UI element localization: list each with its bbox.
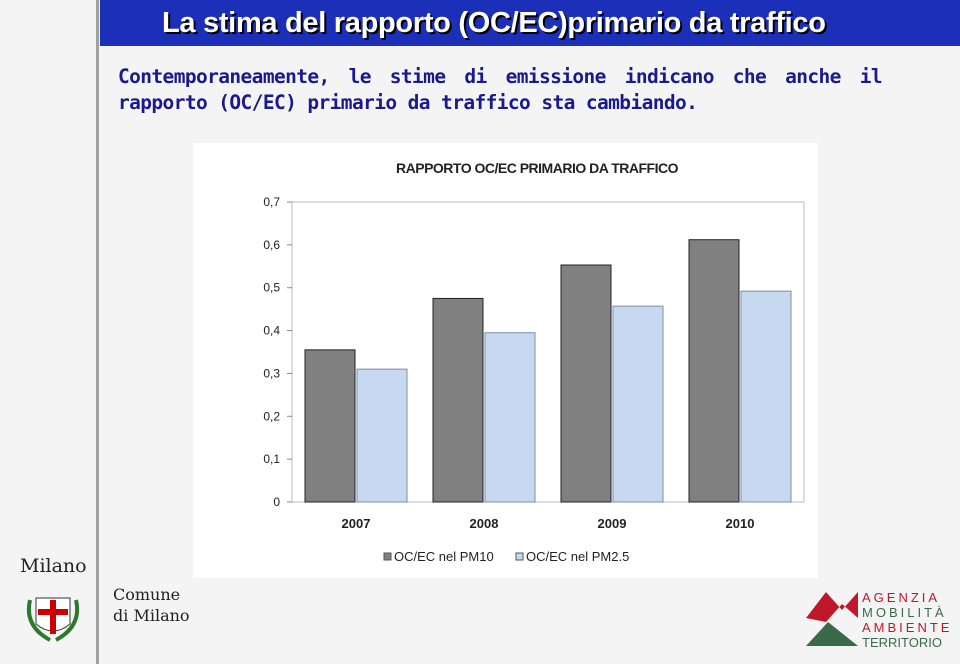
y-tick-label: 0,2 [263, 409, 280, 423]
bar [688, 239, 740, 503]
y-tick-label: 0,6 [263, 238, 280, 252]
bar [484, 332, 536, 503]
agency-logo [806, 592, 858, 646]
bar [612, 305, 664, 503]
logo-city: Milano [20, 555, 87, 577]
agency-name: AMBIENTE [862, 620, 952, 635]
x-tick-label: 2007 [342, 516, 371, 531]
bar [304, 349, 356, 503]
x-tick-label: 2010 [726, 516, 755, 531]
legend-swatch [515, 552, 524, 561]
y-tick-label: 0,5 [263, 281, 280, 295]
legend-swatch [383, 552, 392, 561]
crest [27, 597, 79, 642]
chart-title: RAPPORTO OC/EC PRIMARIO DA TRAFFICO [396, 160, 679, 176]
y-tick-label: 0,3 [263, 366, 280, 380]
body-text: Contemporaneamente, le stime di emission… [118, 65, 883, 114]
plot-area [291, 201, 805, 503]
legend-label: OC/EC nel PM2.5 [526, 549, 629, 564]
logo-comune: Comune [113, 585, 180, 604]
slide-title: La stima del rapporto (OC/EC)primario da… [100, 0, 960, 46]
side-strip [96, 0, 99, 664]
y-tick-label: 0 [273, 495, 280, 509]
agency-name: AGENZIA [862, 590, 940, 605]
bar [356, 368, 408, 503]
x-tick-label: 2009 [598, 516, 627, 531]
y-tick-label: 0,1 [263, 452, 280, 466]
bar [740, 290, 792, 503]
y-tick-label: 0,7 [263, 195, 280, 209]
bar [432, 297, 484, 503]
agency-name: TERRITORIO [862, 635, 942, 650]
bar [560, 264, 612, 503]
agency-name: MOBILITÀ [862, 605, 947, 620]
logo-comune: di Milano [113, 606, 190, 625]
x-tick-label: 2008 [470, 516, 499, 531]
legend-label: OC/EC nel PM10 [394, 549, 494, 564]
y-tick-label: 0,4 [263, 324, 280, 338]
